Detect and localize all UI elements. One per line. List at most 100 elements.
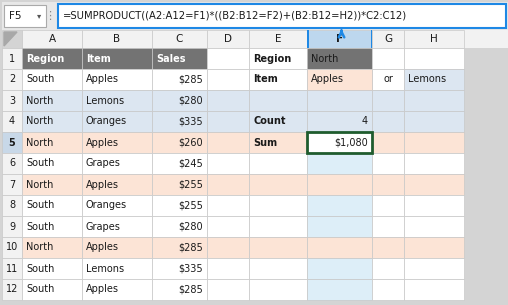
Bar [58, 4, 506, 28]
Text: North: North [26, 95, 53, 106]
Text: $280: $280 [178, 95, 203, 106]
Text: E: E [275, 34, 281, 44]
Bar [404, 132, 464, 153]
Text: $1,080: $1,080 [334, 138, 368, 148]
Text: 8: 8 [9, 200, 15, 210]
Bar [207, 153, 249, 174]
Text: $335: $335 [178, 264, 203, 274]
Text: 1: 1 [9, 53, 15, 63]
Bar [404, 237, 464, 258]
Bar [372, 153, 404, 174]
Text: Region: Region [253, 53, 291, 63]
Bar [249, 153, 307, 174]
Bar [249, 195, 307, 216]
Text: Apples: Apples [311, 74, 344, 84]
Text: 12: 12 [6, 285, 18, 295]
Text: Region: Region [26, 53, 64, 63]
Bar [2, 174, 22, 195]
Bar [2, 111, 22, 132]
Bar [82, 174, 152, 195]
Bar [4, 5, 46, 27]
Bar [2, 153, 22, 174]
Bar [307, 48, 372, 69]
Bar [207, 48, 249, 69]
Bar [207, 174, 249, 195]
Bar [249, 69, 307, 90]
Text: Lemons: Lemons [86, 95, 124, 106]
Text: =SUMPRODUCT((A2:A12=F1)*((B2:B12=F2)+(B2:B12=H2))*C2:C12): =SUMPRODUCT((A2:A12=F1)*((B2:B12=F2)+(B2… [63, 11, 407, 21]
Text: Sales: Sales [156, 53, 185, 63]
Bar [249, 111, 307, 132]
Bar [22, 48, 82, 69]
Bar [249, 174, 307, 195]
Bar [82, 195, 152, 216]
Bar [152, 237, 207, 258]
Text: ⋮: ⋮ [44, 11, 55, 21]
Bar [82, 258, 152, 279]
Text: Oranges: Oranges [86, 200, 127, 210]
Text: G: G [384, 34, 392, 44]
Bar [372, 111, 404, 132]
Bar [152, 69, 207, 90]
Bar [2, 69, 22, 90]
Bar [307, 237, 372, 258]
Bar [82, 216, 152, 237]
Text: North: North [26, 180, 53, 189]
Bar [82, 111, 152, 132]
Text: 9: 9 [9, 221, 15, 231]
Bar [22, 216, 82, 237]
Text: D: D [224, 34, 232, 44]
Bar [307, 174, 372, 195]
Bar [307, 279, 372, 300]
Bar [307, 30, 308, 48]
Bar [152, 174, 207, 195]
Bar [152, 48, 207, 69]
Text: $260: $260 [178, 138, 203, 148]
Bar [152, 258, 207, 279]
Text: Apples: Apples [86, 180, 119, 189]
Bar [249, 132, 307, 153]
Bar [372, 216, 404, 237]
Bar [152, 153, 207, 174]
Bar [152, 132, 207, 153]
Text: Apples: Apples [86, 242, 119, 253]
Bar [372, 237, 404, 258]
Text: F: F [336, 34, 343, 44]
Bar [307, 195, 372, 216]
Bar [404, 69, 464, 90]
Text: 6: 6 [9, 159, 15, 168]
Text: Item: Item [86, 53, 111, 63]
Bar [372, 30, 404, 48]
Text: H: H [430, 34, 438, 44]
Bar [152, 195, 207, 216]
Bar [249, 258, 307, 279]
Text: ▾: ▾ [37, 12, 41, 20]
Text: $245: $245 [178, 159, 203, 168]
Bar [404, 258, 464, 279]
Text: North: North [26, 138, 53, 148]
Bar [404, 111, 464, 132]
Bar [2, 258, 22, 279]
Text: 2: 2 [9, 74, 15, 84]
Text: Lemons: Lemons [86, 264, 124, 274]
Text: 11: 11 [6, 264, 18, 274]
Bar [82, 90, 152, 111]
Bar [372, 174, 404, 195]
Bar [372, 195, 404, 216]
Bar [152, 216, 207, 237]
Bar [152, 90, 207, 111]
Polygon shape [4, 32, 17, 46]
Bar [307, 90, 372, 111]
Bar [404, 195, 464, 216]
Text: C: C [176, 34, 183, 44]
Bar [307, 258, 372, 279]
Bar [207, 258, 249, 279]
Bar [249, 216, 307, 237]
Text: 4: 4 [362, 117, 368, 127]
Text: North: North [311, 53, 338, 63]
Text: 7: 7 [9, 180, 15, 189]
Text: South: South [26, 159, 54, 168]
Bar [307, 30, 372, 48]
Bar [2, 30, 508, 48]
Bar [207, 90, 249, 111]
